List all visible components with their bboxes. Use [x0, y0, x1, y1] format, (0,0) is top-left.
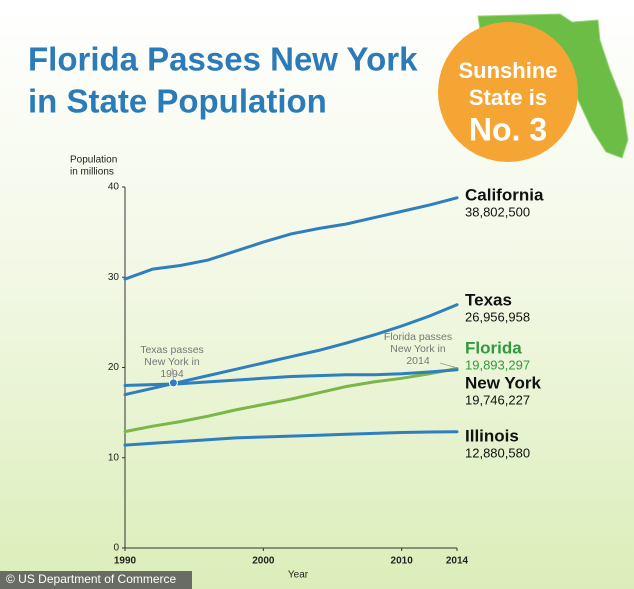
series-name: Texas: [465, 290, 512, 309]
value-label: 26,956,958: [465, 309, 530, 324]
value-label: 19,746,227: [465, 392, 530, 407]
x-tick-label: 2000: [252, 556, 275, 567]
y-tick-label: 40: [108, 182, 120, 193]
x-axis-label: Year: [288, 570, 309, 581]
y-tick-label: 30: [108, 272, 120, 283]
y-tick-label: 0: [113, 543, 119, 554]
annotation-leader: [439, 362, 456, 368]
value-label: 19,893,297: [465, 357, 530, 372]
value-label: 38,802,500: [465, 204, 530, 219]
source-strip: [0, 571, 192, 589]
badge-line: Sunshine: [458, 58, 557, 83]
annotation: 1994: [160, 368, 184, 380]
series-line: [123, 196, 459, 281]
y-tick-label: 10: [108, 452, 120, 463]
annotation-marker: [168, 378, 178, 388]
annotation: Florida passes: [384, 331, 452, 343]
x-tick-label: 2014: [446, 556, 469, 567]
y-axis-label: Population: [70, 155, 117, 166]
series-name: Florida: [465, 338, 522, 357]
series-line: [123, 430, 459, 447]
badge: [438, 22, 578, 162]
x-tick-label: 2010: [391, 556, 414, 567]
annotation: 2014: [406, 355, 430, 367]
series-name: Illinois: [465, 426, 519, 445]
series-name: California: [465, 185, 544, 204]
y-tick-label: 20: [108, 362, 120, 373]
title: Florida Passes New York in State Populati…: [28, 41, 418, 120]
series-line: [123, 303, 459, 397]
source: © US Department of Commerce: [6, 572, 177, 586]
annotation: Texas passes: [140, 344, 204, 356]
x-tick-label: 1990: [114, 556, 137, 567]
badge-line: No. 3: [469, 111, 547, 147]
value-label: 12,880,580: [465, 445, 530, 460]
y-axis-label: in millions: [70, 167, 114, 178]
title-line: Florida Passes New York: [28, 41, 418, 78]
annotation: New York in: [144, 356, 200, 368]
badge-line: State is: [469, 85, 547, 110]
annotation: New York in: [390, 343, 446, 355]
series-line: [123, 368, 459, 387]
series-line: [123, 367, 459, 434]
title-line: in State Population: [28, 83, 327, 120]
series-name: New York: [465, 373, 541, 392]
annotation-leader: [171, 367, 174, 379]
